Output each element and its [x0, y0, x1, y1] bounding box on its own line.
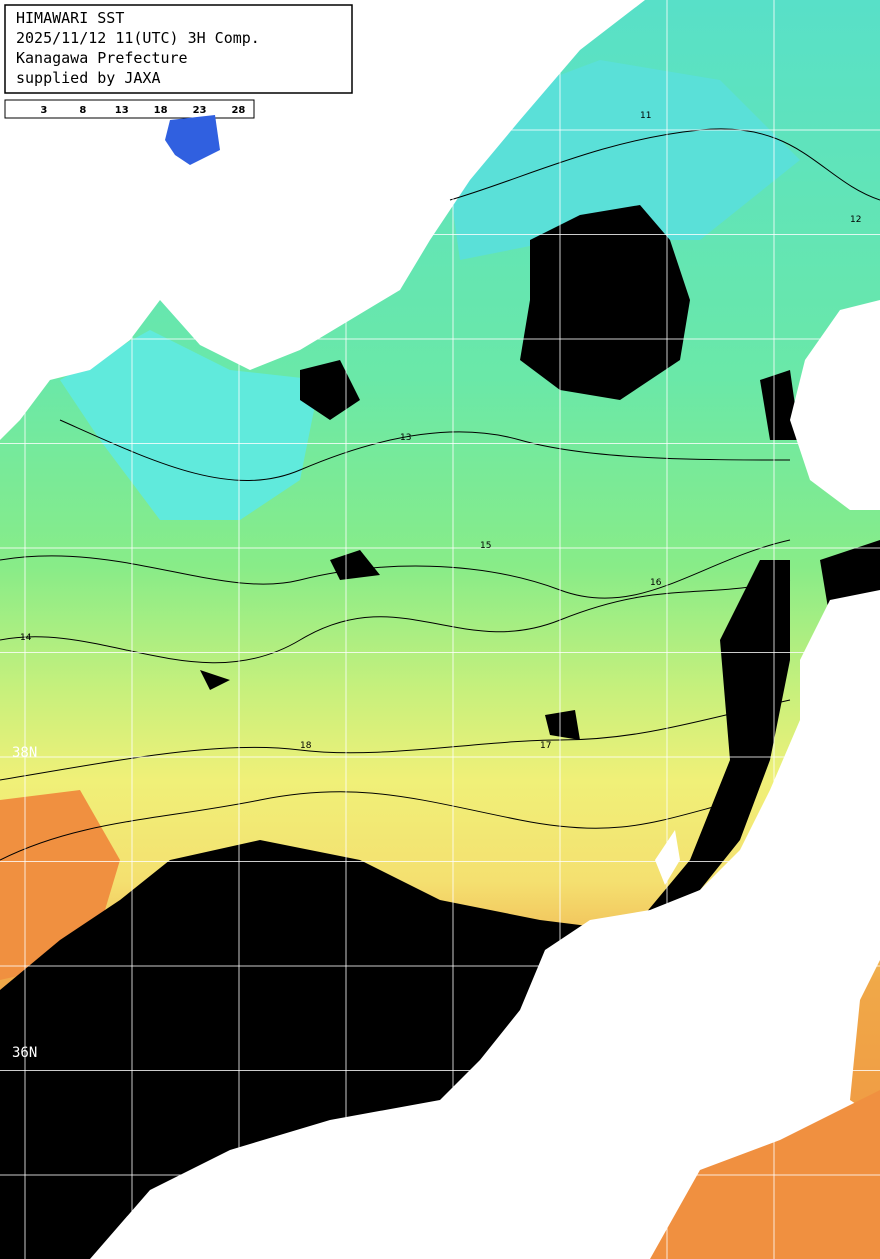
contour-label: 16 [650, 578, 662, 588]
colorbar-tick-label: 28 [231, 105, 245, 116]
contour-label: 15 [480, 541, 491, 551]
contour-label: 18 [300, 741, 312, 751]
contour-label: 14 [20, 633, 32, 643]
contour-label: 17 [540, 741, 551, 751]
header-line: 2025/11/12 11(UTC) 3H Comp. [16, 29, 260, 47]
header-line: HIMAWARI SST [16, 9, 124, 27]
header-line: supplied by JAXA [16, 69, 161, 87]
header-line: Kanagawa Prefecture [16, 49, 188, 67]
latitude-label: 38N [12, 745, 37, 761]
cool-water [60, 330, 320, 520]
colorbar-tick-label: 8 [79, 105, 86, 116]
colorbar-tick-label: 3 [40, 105, 47, 116]
colorbar-overlap-water [165, 115, 220, 165]
cool-water [440, 60, 800, 260]
colorbar-tick-label: 13 [115, 105, 129, 116]
colorbar-tick-label: 18 [154, 105, 168, 116]
contour-label: 13 [400, 433, 411, 443]
contour-label: 12 [850, 215, 861, 225]
latitude-label: 36N [12, 1045, 37, 1061]
colorbar-tick-label: 23 [193, 105, 207, 116]
contour-label: 11 [640, 111, 651, 121]
header-box [4, 4, 353, 94]
